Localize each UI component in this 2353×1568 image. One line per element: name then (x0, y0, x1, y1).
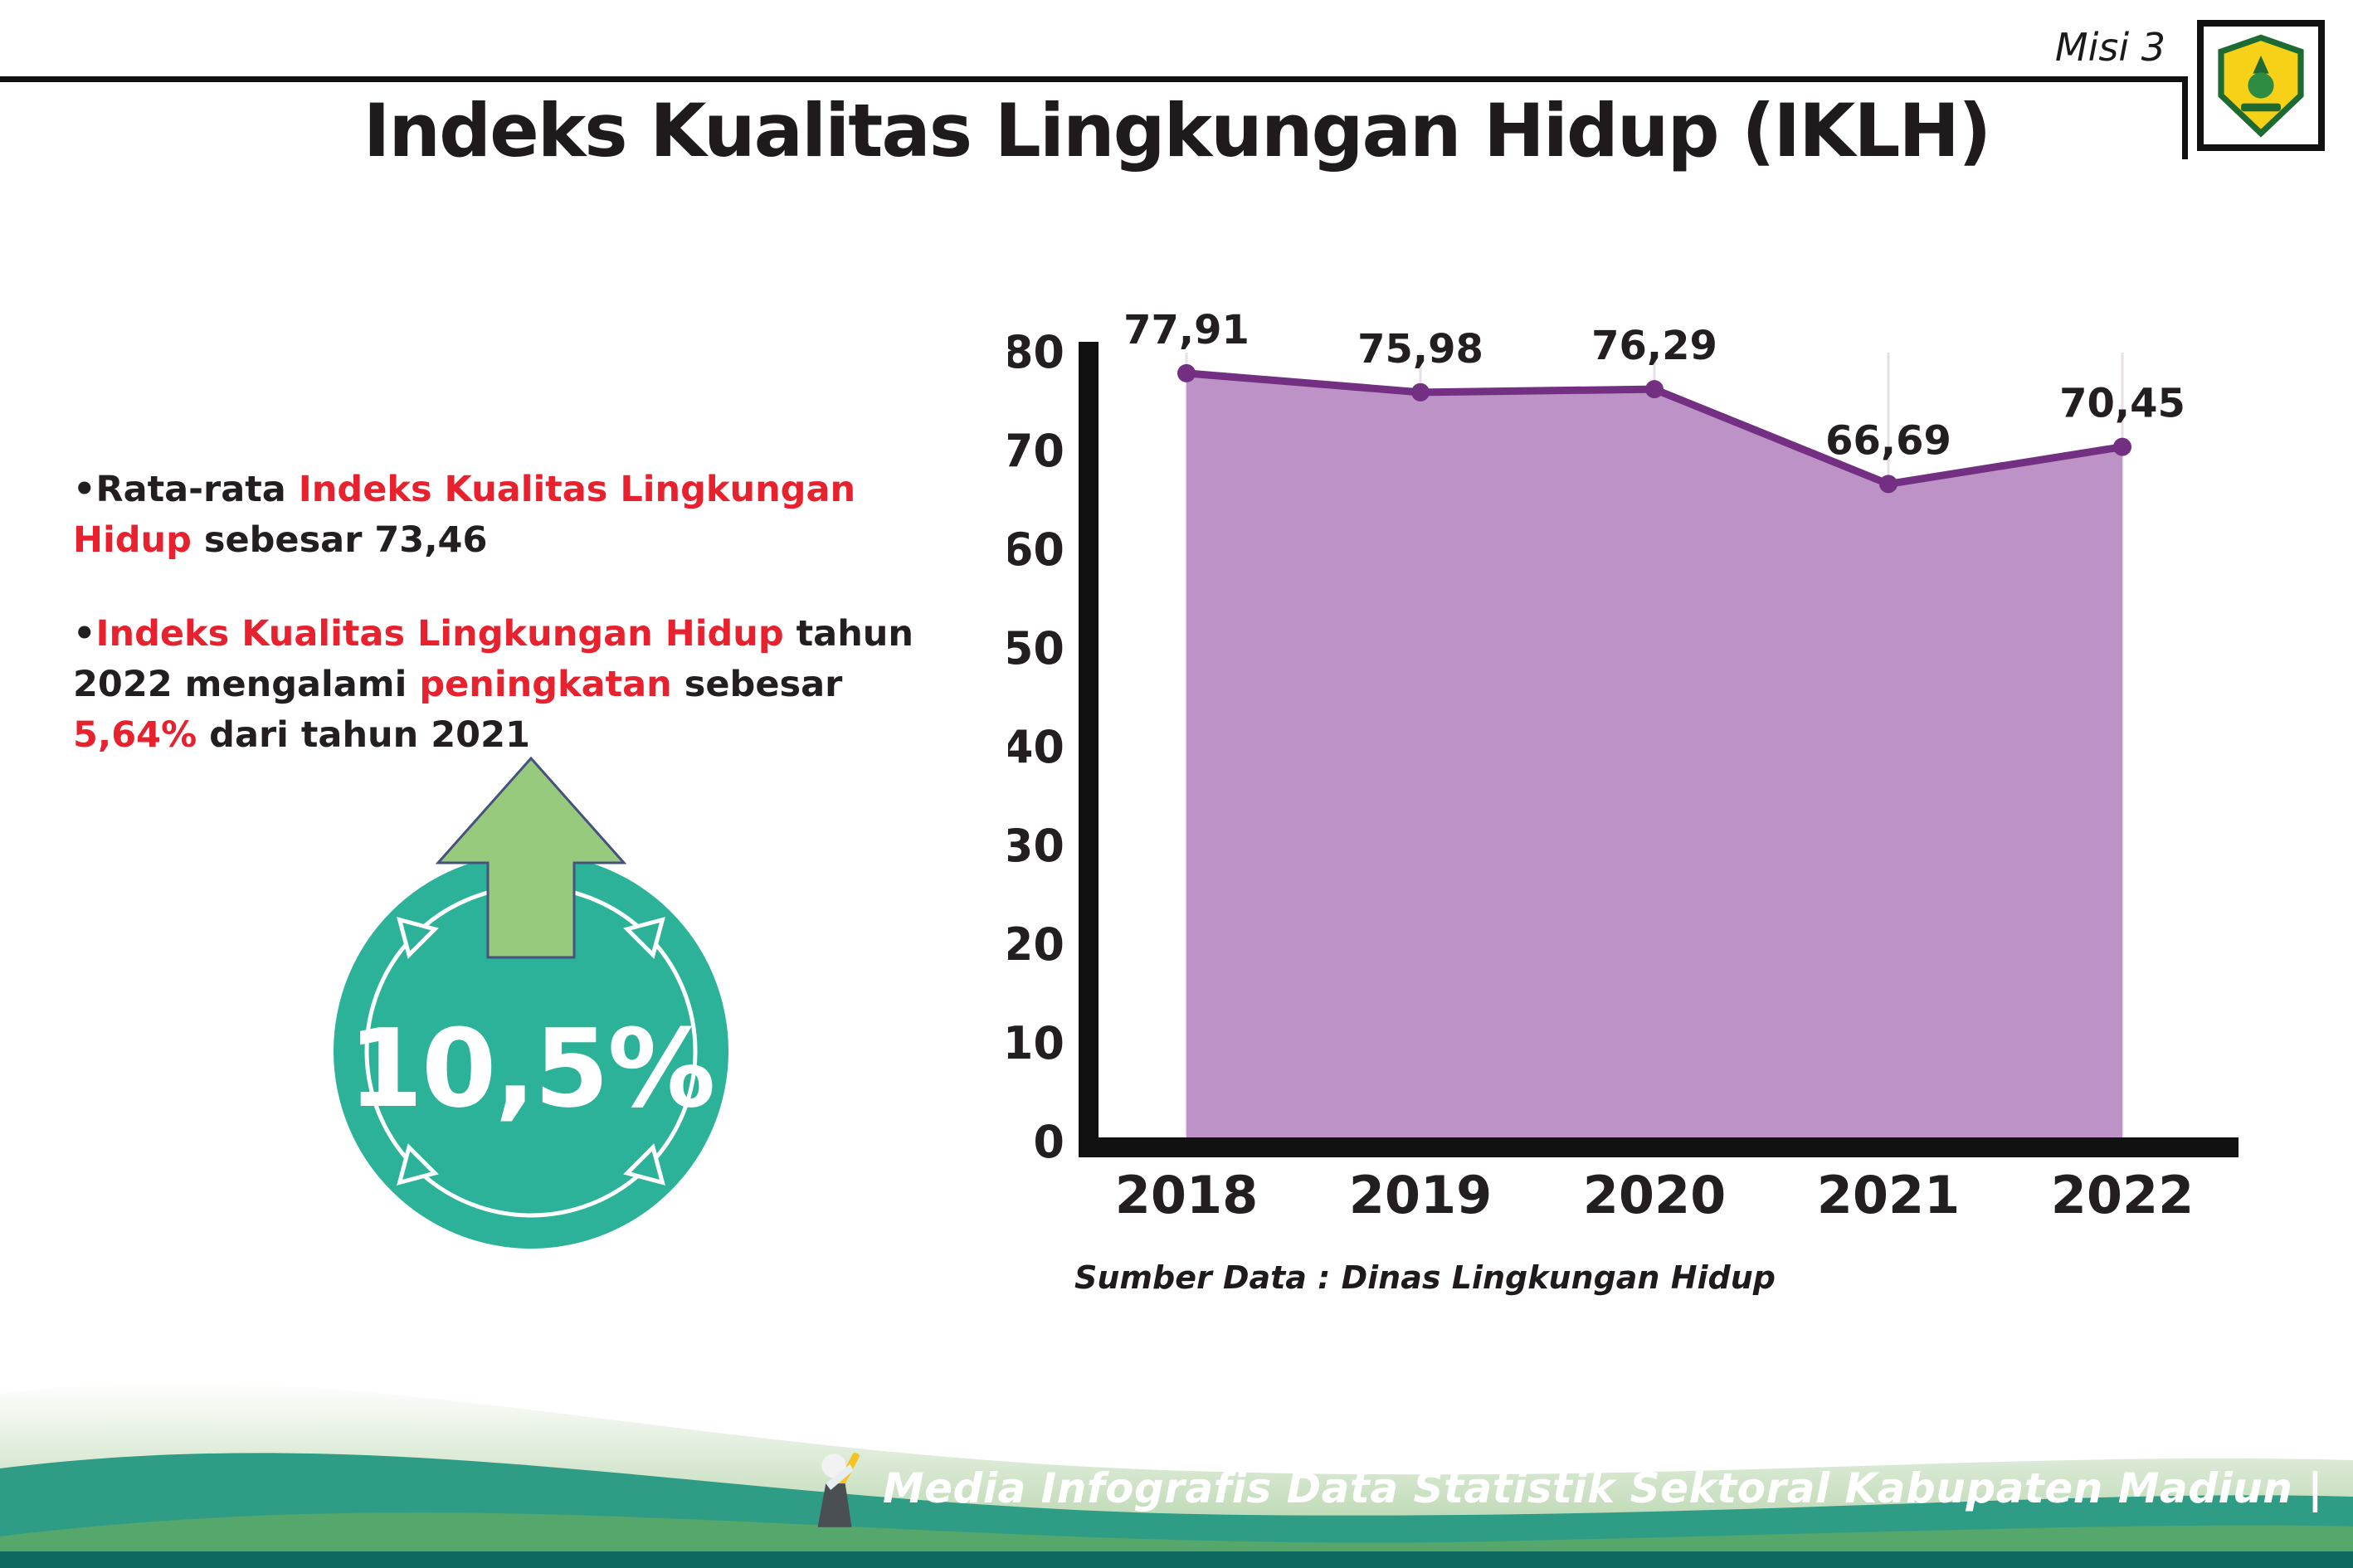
page-title: Indeks Kualitas Lingkungan Hidup (IKLH) (363, 88, 1992, 173)
increase-badge-graphic (334, 757, 728, 1249)
text-segment: Indeks Kualitas Lingkungan Hidup (73, 469, 856, 562)
text-segment: sebesar 73,46 (191, 519, 488, 562)
text-segment: • (73, 613, 96, 655)
summary-bullets: •Rata-rata Indeks Kualitas Lingkungan Hi… (73, 465, 928, 804)
kabupaten-madiun-crest-icon (2218, 34, 2304, 138)
ring-triangle-marks (397, 917, 665, 1186)
data-label: 75,98 (1357, 326, 1483, 373)
x-tick-label: 2020 (1583, 1165, 1727, 1225)
data-point (1645, 380, 1664, 399)
arrow-up-icon (435, 757, 627, 959)
text-segment: •Rata-rata (73, 469, 299, 510)
x-tick-label: 2018 (1115, 1165, 1259, 1225)
x-tick-label: 2019 (1349, 1165, 1493, 1225)
text-segment: peningkatan (419, 664, 672, 706)
y-tick-label: 70 (1008, 425, 1064, 477)
y-tick-label: 40 (1008, 721, 1064, 773)
y-tick-label: 30 (1008, 820, 1064, 872)
y-tick-label: 50 (1008, 622, 1064, 674)
data-label: 76,29 (1591, 323, 1717, 369)
header-rule-corner (2182, 76, 2188, 159)
y-axis (1079, 342, 1099, 1153)
data-point (1411, 382, 1430, 402)
x-tick-label: 2021 (1817, 1165, 1961, 1225)
footer-text: Media Infografis Data Statistik Sektoral… (882, 1464, 2323, 1512)
data-label: 77,91 (1123, 307, 1250, 353)
iklh-chart-svg: 77,91 75,98 76,29 66,69 70,45 0 10 20 30 40 50 60 70… (1002, 307, 2239, 1225)
bullet-increase-2022: •Indeks Kualitas Lingkungan Hidup tahun … (73, 609, 928, 761)
iklh-chart: 77,91 75,98 76,29 66,69 70,45 0 10 20 30 40 50 60 70… (1002, 300, 2269, 1254)
y-tick-label: 0 (1033, 1116, 1064, 1168)
data-label: 66,69 (1825, 417, 1951, 464)
text-segment: tahun 2022 mengalami (73, 613, 914, 706)
text-segment: 5,64% (73, 714, 197, 757)
header-rule (0, 76, 2187, 82)
x-tick-label: 2022 (2051, 1165, 2195, 1225)
footer-bottom-band (0, 1551, 2353, 1568)
mascot-writer-icon (817, 1452, 860, 1527)
kabupaten-madiun-logo (2197, 20, 2325, 151)
increase-percentage: 10,5% (348, 1006, 715, 1132)
bullet-average-iklh: •Rata-rata Indeks Kualitas Lingkungan Hi… (73, 465, 928, 566)
y-tick-label: 10 (1008, 1017, 1064, 1069)
y-tick-label: 60 (1008, 523, 1064, 576)
text-segment: Indeks Kualitas Lingkungan Hidup (95, 613, 784, 655)
y-tick-label: 20 (1008, 918, 1064, 971)
data-point (1177, 363, 1196, 382)
y-tick-label: 80 (1008, 326, 1064, 378)
increase-badge: 10,5% (315, 757, 747, 1354)
misi-label: Misi 3 (2054, 25, 2165, 70)
data-point (1879, 475, 1898, 494)
data-label: 70,45 (2059, 381, 2185, 427)
badge-circle (334, 854, 728, 1249)
source-note: Sumber Data : Dinas Lingkungan Hidup (1074, 1259, 1776, 1296)
footer-credit: Media Infografis Data Statistik Sektoral… (803, 1445, 2323, 1531)
x-axis (1079, 1137, 2239, 1157)
text-segment: sebesar (671, 664, 843, 706)
text-segment: dari tahun 2021 (197, 714, 530, 757)
data-point (2113, 437, 2131, 456)
area-fill (1186, 373, 2122, 1143)
